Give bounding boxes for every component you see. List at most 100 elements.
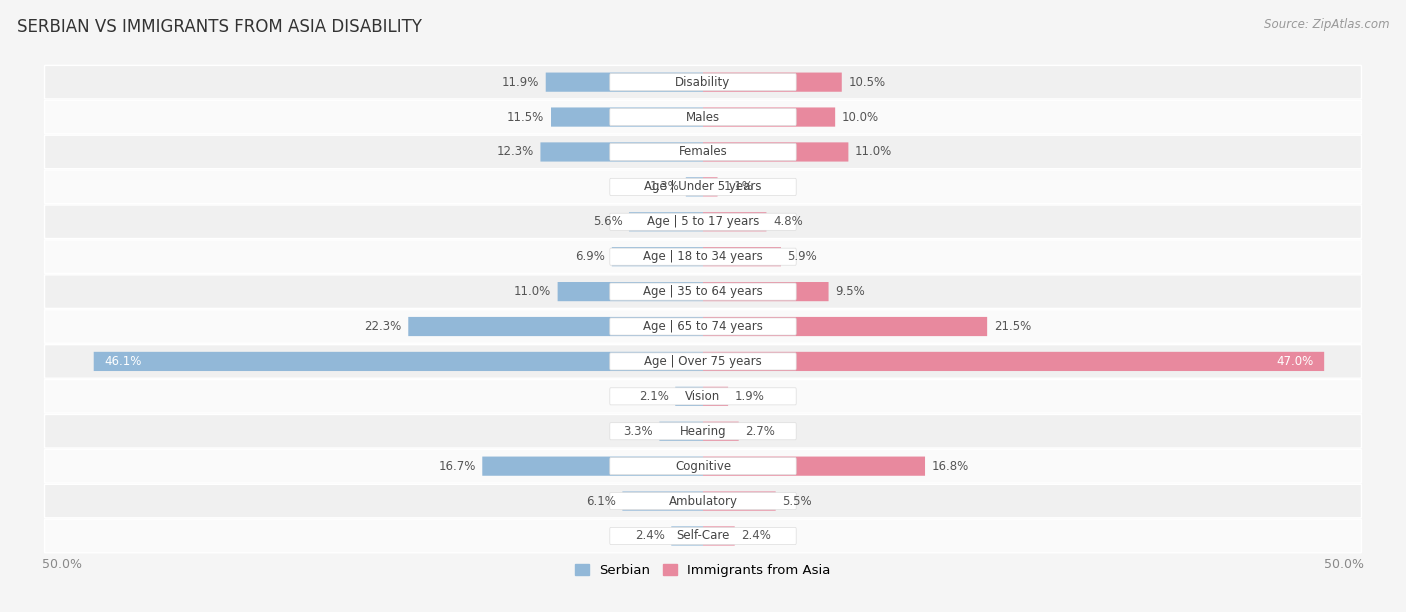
Text: 9.5%: 9.5% xyxy=(835,285,865,298)
FancyBboxPatch shape xyxy=(45,414,1361,448)
FancyBboxPatch shape xyxy=(45,379,1361,413)
Text: 11.0%: 11.0% xyxy=(513,285,551,298)
FancyBboxPatch shape xyxy=(45,275,1361,308)
FancyBboxPatch shape xyxy=(610,213,796,230)
FancyBboxPatch shape xyxy=(703,526,735,545)
FancyBboxPatch shape xyxy=(703,282,828,301)
Text: 1.3%: 1.3% xyxy=(650,181,679,193)
FancyBboxPatch shape xyxy=(610,248,796,265)
Text: 1.9%: 1.9% xyxy=(735,390,765,403)
Text: Age | 35 to 64 years: Age | 35 to 64 years xyxy=(643,285,763,298)
Text: 5.9%: 5.9% xyxy=(787,250,817,263)
Text: 2.4%: 2.4% xyxy=(741,529,772,542)
Text: 11.0%: 11.0% xyxy=(855,146,893,159)
Text: Females: Females xyxy=(679,146,727,159)
FancyBboxPatch shape xyxy=(45,100,1361,134)
Text: 2.1%: 2.1% xyxy=(638,390,669,403)
Text: Age | 5 to 17 years: Age | 5 to 17 years xyxy=(647,215,759,228)
FancyBboxPatch shape xyxy=(540,143,703,162)
Text: SERBIAN VS IMMIGRANTS FROM ASIA DISABILITY: SERBIAN VS IMMIGRANTS FROM ASIA DISABILI… xyxy=(17,18,422,36)
Text: Source: ZipAtlas.com: Source: ZipAtlas.com xyxy=(1264,18,1389,31)
Text: Ambulatory: Ambulatory xyxy=(668,494,738,507)
Text: 3.3%: 3.3% xyxy=(623,425,652,438)
FancyBboxPatch shape xyxy=(610,458,796,475)
Text: 22.3%: 22.3% xyxy=(364,320,402,333)
Text: 5.6%: 5.6% xyxy=(593,215,623,228)
FancyBboxPatch shape xyxy=(482,457,703,476)
FancyBboxPatch shape xyxy=(45,170,1361,204)
FancyBboxPatch shape xyxy=(703,491,776,510)
FancyBboxPatch shape xyxy=(610,353,796,370)
FancyBboxPatch shape xyxy=(703,457,925,476)
Legend: Serbian, Immigrants from Asia: Serbian, Immigrants from Asia xyxy=(571,559,835,583)
FancyBboxPatch shape xyxy=(45,240,1361,274)
Text: Disability: Disability xyxy=(675,76,731,89)
FancyBboxPatch shape xyxy=(408,317,703,336)
Text: 47.0%: 47.0% xyxy=(1277,355,1313,368)
FancyBboxPatch shape xyxy=(703,212,766,231)
FancyBboxPatch shape xyxy=(45,65,1361,99)
FancyBboxPatch shape xyxy=(610,388,796,405)
Text: Hearing: Hearing xyxy=(679,425,727,438)
FancyBboxPatch shape xyxy=(703,177,717,196)
FancyBboxPatch shape xyxy=(610,318,796,335)
Text: 5.5%: 5.5% xyxy=(782,494,811,507)
Text: 10.0%: 10.0% xyxy=(842,111,879,124)
FancyBboxPatch shape xyxy=(45,519,1361,553)
FancyBboxPatch shape xyxy=(610,178,796,195)
FancyBboxPatch shape xyxy=(610,108,796,125)
FancyBboxPatch shape xyxy=(610,528,796,545)
FancyBboxPatch shape xyxy=(45,310,1361,343)
Text: 2.7%: 2.7% xyxy=(745,425,775,438)
FancyBboxPatch shape xyxy=(703,422,738,441)
Text: 2.4%: 2.4% xyxy=(634,529,665,542)
FancyBboxPatch shape xyxy=(45,484,1361,518)
FancyBboxPatch shape xyxy=(703,247,780,266)
FancyBboxPatch shape xyxy=(686,177,703,196)
Text: Age | Over 75 years: Age | Over 75 years xyxy=(644,355,762,368)
FancyBboxPatch shape xyxy=(558,282,703,301)
Text: 11.9%: 11.9% xyxy=(502,76,538,89)
Text: 6.9%: 6.9% xyxy=(575,250,605,263)
FancyBboxPatch shape xyxy=(45,205,1361,239)
Text: 10.5%: 10.5% xyxy=(848,76,886,89)
FancyBboxPatch shape xyxy=(671,526,703,545)
Text: 50.0%: 50.0% xyxy=(1324,558,1364,570)
Text: 1.1%: 1.1% xyxy=(724,181,754,193)
FancyBboxPatch shape xyxy=(45,449,1361,483)
FancyBboxPatch shape xyxy=(610,283,796,300)
Text: Age | 18 to 34 years: Age | 18 to 34 years xyxy=(643,250,763,263)
FancyBboxPatch shape xyxy=(94,352,703,371)
FancyBboxPatch shape xyxy=(703,108,835,127)
FancyBboxPatch shape xyxy=(675,387,703,406)
FancyBboxPatch shape xyxy=(610,73,796,91)
FancyBboxPatch shape xyxy=(659,422,703,441)
Text: 50.0%: 50.0% xyxy=(42,558,82,570)
Text: Age | 65 to 74 years: Age | 65 to 74 years xyxy=(643,320,763,333)
FancyBboxPatch shape xyxy=(610,143,796,160)
FancyBboxPatch shape xyxy=(628,212,703,231)
Text: Self-Care: Self-Care xyxy=(676,529,730,542)
Text: 16.7%: 16.7% xyxy=(439,460,475,472)
FancyBboxPatch shape xyxy=(610,423,796,440)
FancyBboxPatch shape xyxy=(703,317,987,336)
FancyBboxPatch shape xyxy=(546,73,703,92)
Text: 16.8%: 16.8% xyxy=(932,460,969,472)
Text: 12.3%: 12.3% xyxy=(496,146,534,159)
Text: 6.1%: 6.1% xyxy=(586,494,616,507)
Text: 21.5%: 21.5% xyxy=(994,320,1031,333)
FancyBboxPatch shape xyxy=(703,387,728,406)
Text: Vision: Vision xyxy=(685,390,721,403)
Text: Males: Males xyxy=(686,111,720,124)
Text: Age | Under 5 years: Age | Under 5 years xyxy=(644,181,762,193)
FancyBboxPatch shape xyxy=(610,493,796,510)
FancyBboxPatch shape xyxy=(551,108,703,127)
Text: 46.1%: 46.1% xyxy=(104,355,142,368)
Text: Cognitive: Cognitive xyxy=(675,460,731,472)
FancyBboxPatch shape xyxy=(45,345,1361,378)
FancyBboxPatch shape xyxy=(703,143,848,162)
Text: 4.8%: 4.8% xyxy=(773,215,803,228)
Text: 11.5%: 11.5% xyxy=(508,111,544,124)
FancyBboxPatch shape xyxy=(623,491,703,510)
FancyBboxPatch shape xyxy=(703,352,1324,371)
